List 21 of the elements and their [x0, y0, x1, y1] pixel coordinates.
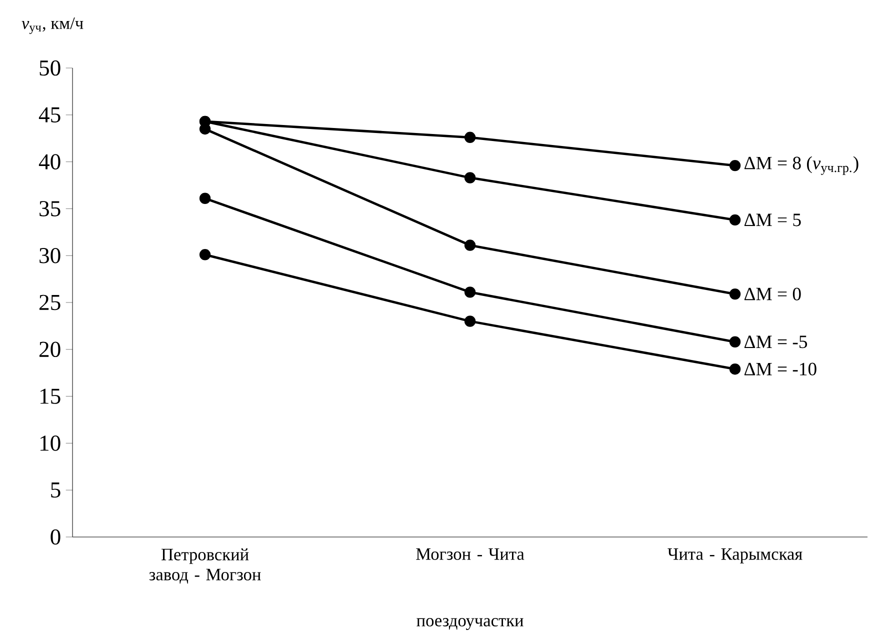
y-tick-label: 25	[40, 294, 60, 310]
x-tick-label: Чита - Карымская	[668, 548, 802, 564]
y-tick-label: 20	[40, 342, 60, 358]
y-tick-label: 15	[40, 388, 60, 404]
y-tick-label: 35	[40, 201, 60, 216]
x-tick-label: Петровский завод - Могзон	[149, 548, 261, 584]
series-label: ΔM = 5	[744, 214, 801, 226]
series-label: ΔM = 8 (v$_{уч.гр.}$)	[744, 156, 858, 175]
y-axis-title: v$_{уч}$, км/ч	[22, 18, 84, 34]
series-label: ΔM = 0	[744, 288, 801, 300]
y-tick-label: 10	[40, 436, 60, 451]
series-label: ΔM = -5	[744, 336, 808, 348]
x-tick-label: Могзон - Чита	[416, 548, 524, 560]
y-tick-label: 40	[38, 154, 60, 170]
series-label: ΔM = -10	[744, 362, 816, 376]
y-tick-label: 50	[40, 60, 60, 76]
y-tick-label: 0	[50, 529, 60, 545]
x-axis-title: поездоучастки	[416, 618, 524, 630]
y-tick-label: 5	[51, 482, 60, 498]
y-tick-label: 45	[38, 107, 60, 122]
y-tick-label: 30	[40, 248, 60, 264]
